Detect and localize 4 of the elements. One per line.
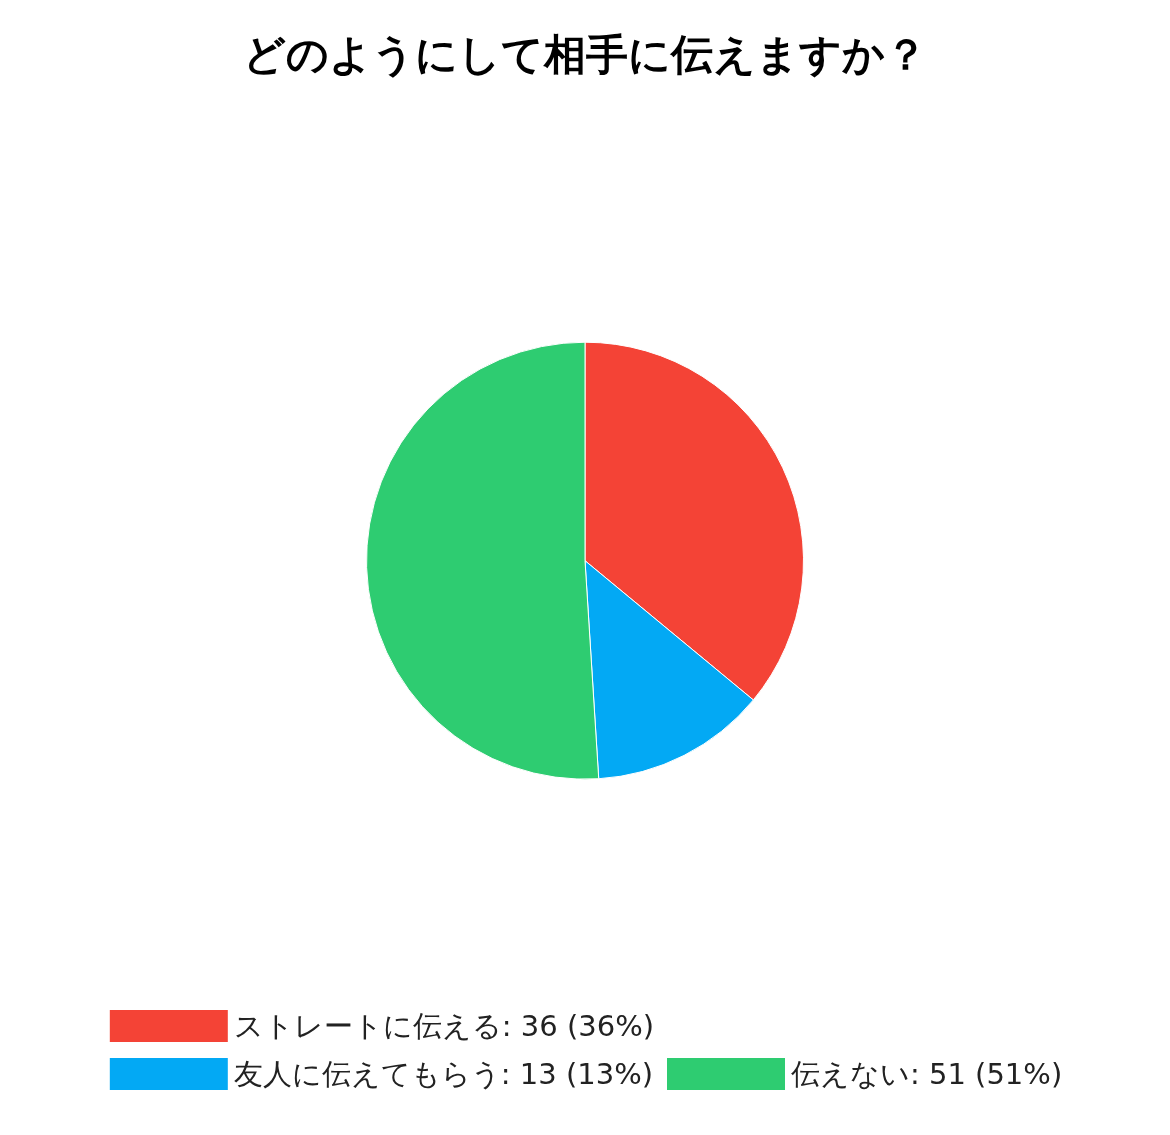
legend-label: ストレートに伝える: 36 (36%): [233, 1009, 655, 1043]
legend-label: 友人に伝えてもらう: 13 (13%): [233, 1057, 654, 1091]
legend-label: 伝えない: 51 (51%): [791, 1057, 1063, 1091]
chart-title: どのようにして相手に伝えますか？: [243, 29, 927, 79]
